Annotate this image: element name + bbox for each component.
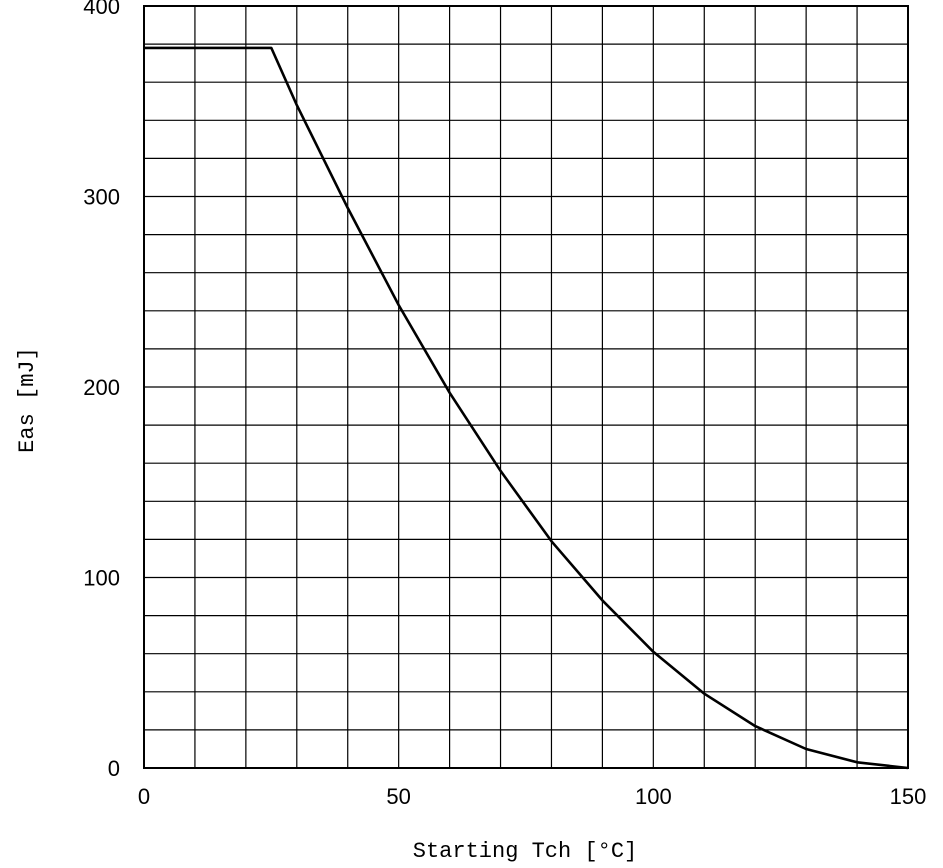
- y-axis-ticks: 0 100 200 300 400: [83, 0, 120, 781]
- x-tick-label: 100: [635, 784, 672, 809]
- x-tick-label: 0: [138, 784, 150, 809]
- x-tick-label: 150: [890, 784, 927, 809]
- plot-frame: [143, 5, 909, 769]
- y-tick-label: 300: [83, 185, 120, 210]
- y-tick-label: 200: [83, 375, 120, 400]
- series-line: [144, 46, 909, 770]
- y-tick-label: 100: [83, 566, 120, 591]
- series-group: [144, 46, 909, 770]
- y-tick-label: 400: [83, 0, 120, 19]
- grid: [144, 6, 908, 768]
- y-tick-label: 0: [108, 756, 120, 781]
- x-axis-ticks: 0 50 100 150: [138, 784, 926, 809]
- x-tick-label: 50: [386, 784, 410, 809]
- x-axis-title: Starting Tch [°C]: [413, 839, 637, 864]
- y-axis-title: Eas [mJ]: [15, 347, 40, 453]
